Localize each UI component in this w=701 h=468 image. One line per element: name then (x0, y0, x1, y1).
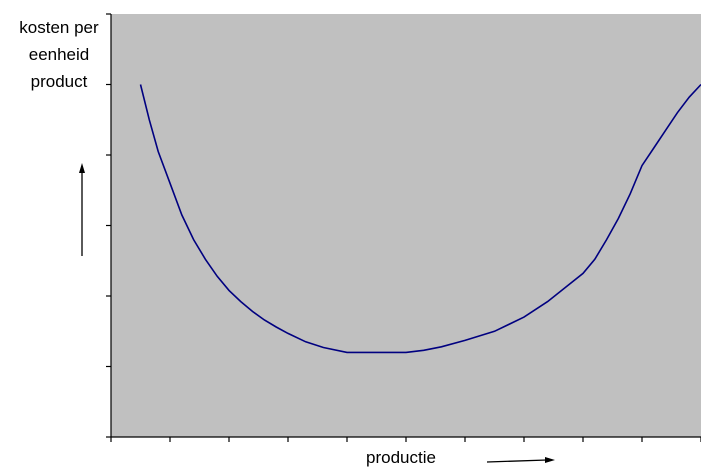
x-axis-ticks (110, 437, 701, 442)
y-axis-ticks (106, 13, 111, 438)
y-axis-label: kosten per eenheid product (4, 14, 114, 95)
plot-area (111, 14, 701, 437)
x-axis-label: productie (366, 448, 436, 467)
y-axis-label-line: eenheid (28, 45, 90, 64)
y-axis-label-line: kosten per (19, 18, 99, 37)
y-axis-label-line: product (30, 72, 88, 91)
y-axis-arrow (79, 163, 85, 256)
cost-curve-line (139, 83, 701, 354)
x-axis-arrow (486, 457, 555, 463)
